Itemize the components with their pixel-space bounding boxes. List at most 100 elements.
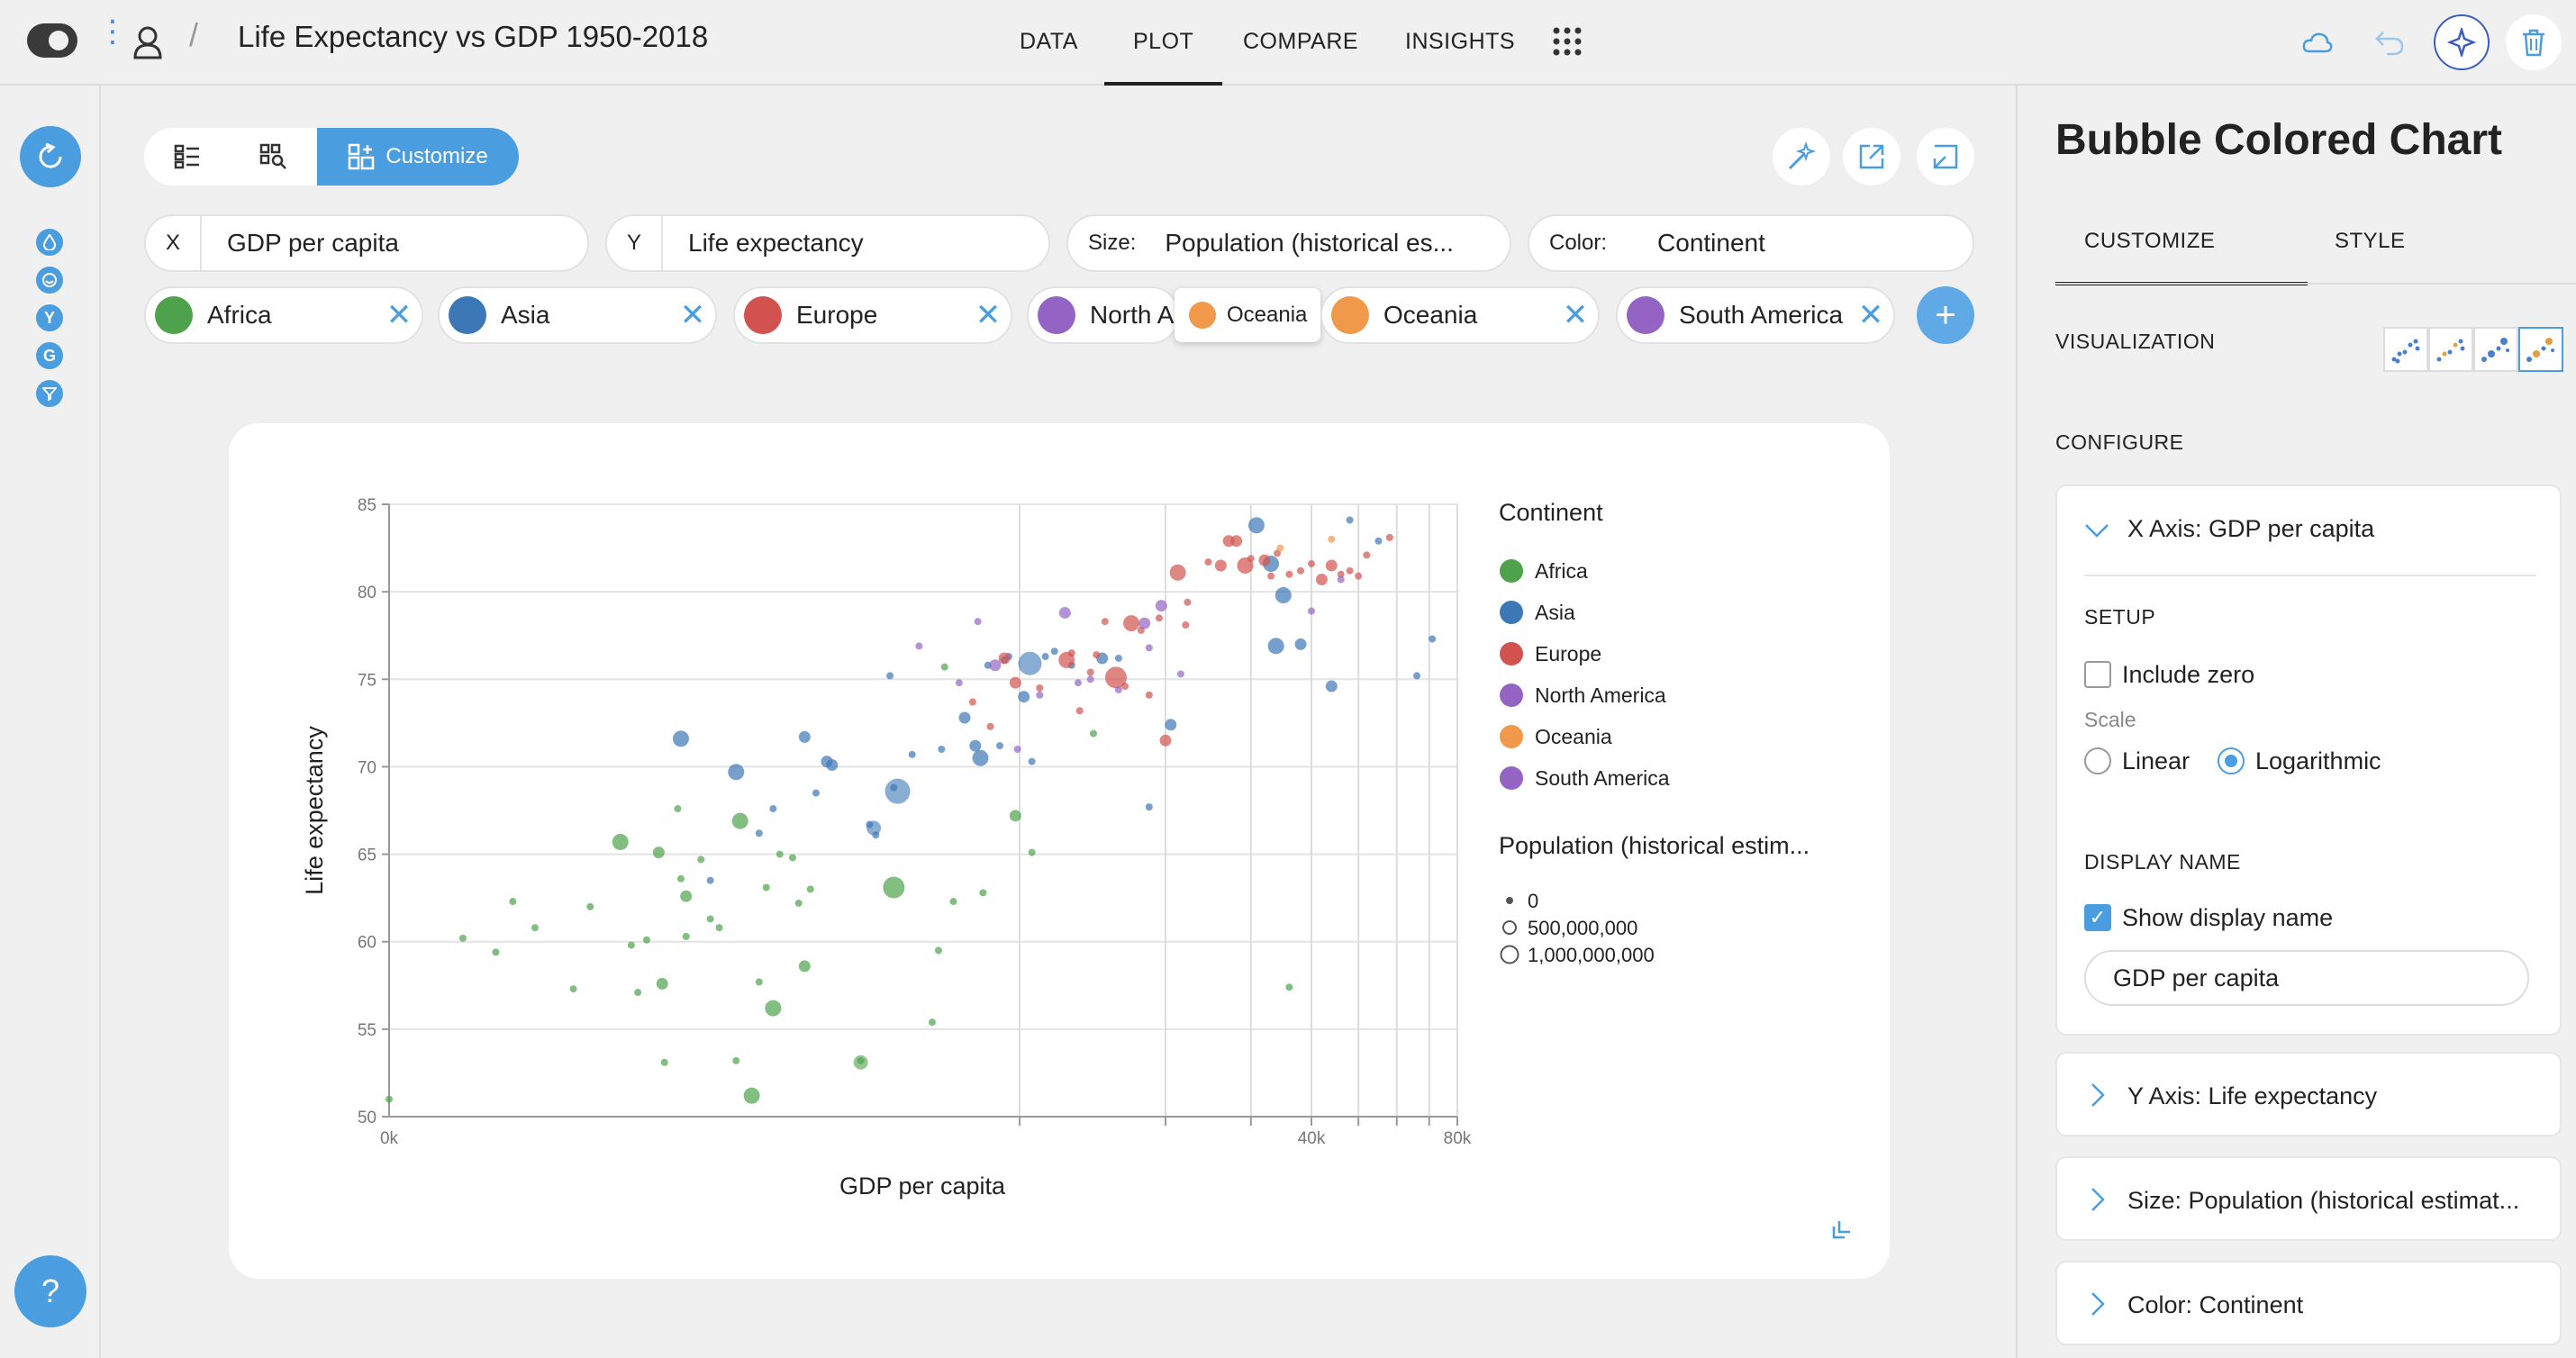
- trash-icon[interactable]: [2506, 14, 2562, 70]
- data-point: [1355, 572, 1363, 580]
- size-encoding-field[interactable]: Size: Population (historical es...: [1066, 214, 1511, 272]
- chart-points: [385, 516, 1437, 1104]
- x-encoding-field[interactable]: X GDP per capita: [144, 214, 589, 272]
- customize-icon: [349, 143, 375, 170]
- dragging-chip-oceania[interactable]: Oceania: [1175, 288, 1320, 342]
- data-point: [949, 898, 957, 906]
- data-point: [1204, 558, 1212, 566]
- bubble-colored-icon: [2526, 338, 2554, 362]
- data-point: [1214, 559, 1227, 572]
- close-icon[interactable]: ✕: [975, 298, 1002, 332]
- legend-size-swatch: [1502, 920, 1517, 935]
- data-point: [1308, 560, 1316, 568]
- display-name-input[interactable]: GDP per capita: [2084, 950, 2529, 1006]
- help-button[interactable]: ?: [14, 1255, 86, 1327]
- user-icon[interactable]: [132, 23, 164, 59]
- y-encoding-field[interactable]: Y Life expectancy: [605, 214, 1050, 272]
- legend-item-label: North America: [1535, 684, 1666, 707]
- more-menu-icon[interactable]: ⋮: [97, 16, 128, 54]
- y-tick-label: 60: [358, 934, 376, 953]
- data-point: [1067, 649, 1075, 657]
- data-point: [928, 1018, 936, 1027]
- legend-swatch: [1500, 725, 1523, 748]
- nav-data[interactable]: DATA: [1020, 29, 1078, 54]
- data-point: [656, 977, 668, 990]
- tab-customize[interactable]: CUSTOMIZE: [2055, 212, 2308, 285]
- data-point: [1050, 647, 1058, 656]
- close-icon[interactable]: ✕: [1562, 298, 1589, 332]
- close-icon[interactable]: ✕: [385, 298, 413, 332]
- data-point: [798, 730, 811, 743]
- apps-grid-icon[interactable]: [1553, 27, 1582, 56]
- filter-icon[interactable]: [36, 380, 63, 407]
- smile-icon[interactable]: [36, 267, 63, 294]
- viz-option-colored-scatter[interactable]: [2428, 327, 2473, 372]
- show-display-name-checkbox[interactable]: ✓: [2084, 904, 2111, 931]
- include-zero-checkbox[interactable]: [2084, 661, 2111, 688]
- viz-option-bubble[interactable]: [2473, 327, 2518, 372]
- export-button[interactable]: [1843, 128, 1900, 186]
- viz-option-bubble-colored[interactable]: [2518, 327, 2563, 372]
- explore-view-button[interactable]: [231, 128, 317, 186]
- chart-axes: 50 55 60 65 70 75 80 85 0k 40k 80k: [358, 496, 1472, 1148]
- grid-view-button[interactable]: [144, 128, 231, 186]
- auto-insight-button[interactable]: [1773, 128, 1830, 186]
- chart-legend: Continent Africa Asia Europe North America Oc…: [1499, 499, 1810, 966]
- rail-y-badge[interactable]: Y: [36, 304, 63, 331]
- x-field-value: GDP per capita: [227, 229, 399, 257]
- size-section[interactable]: Size: Population (historical estimat...: [2055, 1156, 2562, 1241]
- drop-icon[interactable]: [36, 229, 63, 256]
- filter-chip-oceania[interactable]: Oceania ✕: [1320, 286, 1600, 344]
- tab-style[interactable]: STYLE: [2335, 229, 2406, 253]
- cloud-icon[interactable]: [2290, 14, 2345, 70]
- reset-button[interactable]: [20, 126, 81, 187]
- data-point: [1036, 691, 1044, 699]
- magic-wand-icon[interactable]: [2434, 14, 2490, 70]
- legend-size-title: Population (historical estim...: [1499, 832, 1810, 859]
- x-axis-section-title[interactable]: X Axis: GDP per capita: [2127, 515, 2375, 542]
- rail-g-badge[interactable]: G: [36, 342, 63, 369]
- data-point: [1247, 555, 1255, 563]
- app-logo[interactable]: [27, 23, 77, 58]
- panel-title: Bubble Colored Chart: [2055, 116, 2503, 164]
- chevron-down-icon[interactable]: [2084, 515, 2109, 546]
- filter-chip-europe[interactable]: Europe ✕: [733, 286, 1012, 344]
- collapse-panel-button[interactable]: [1917, 128, 1974, 186]
- scale-linear-radio[interactable]: [2084, 747, 2111, 774]
- filter-chip-north-america[interactable]: North A: [1027, 286, 1180, 344]
- data-point: [1297, 566, 1305, 575]
- nav-insights[interactable]: INSIGHTS: [1405, 29, 1516, 54]
- y-axis-section[interactable]: Y Axis: Life expectancy: [2055, 1052, 2562, 1136]
- data-point: [958, 711, 971, 724]
- data-point: [1028, 757, 1036, 765]
- color-field-value: Continent: [1657, 229, 1765, 257]
- scale-log-radio[interactable]: [2218, 747, 2245, 774]
- close-icon[interactable]: ✕: [1857, 298, 1884, 332]
- close-icon[interactable]: ✕: [679, 298, 706, 332]
- data-point: [627, 941, 635, 949]
- filter-chip-asia[interactable]: Asia ✕: [438, 286, 717, 344]
- nav-compare[interactable]: COMPARE: [1243, 29, 1359, 54]
- data-point-large: [1018, 651, 1042, 675]
- resize-handle-icon[interactable]: [1832, 1221, 1850, 1239]
- color-section[interactable]: Color: Continent: [2055, 1261, 2562, 1345]
- add-filter-button[interactable]: +: [1917, 286, 1974, 344]
- show-display-name-label: Show display name: [2122, 904, 2334, 931]
- data-point: [1337, 570, 1345, 578]
- undo-icon[interactable]: [2362, 14, 2417, 70]
- data-point: [706, 915, 714, 923]
- scatter-icon: [2391, 339, 2420, 364]
- sparkle-icon: [1788, 141, 1817, 170]
- data-point: [715, 924, 723, 932]
- tabs-divider: [2055, 283, 2576, 285]
- breadcrumb-separator: /: [189, 16, 199, 53]
- color-field-label: Color:: [1549, 231, 1608, 255]
- color-encoding-field[interactable]: Color: Continent: [1528, 214, 1974, 272]
- legend-swatch: [1500, 559, 1523, 583]
- viz-option-scatter[interactable]: [2383, 327, 2428, 372]
- filter-chip-africa[interactable]: Africa ✕: [144, 286, 423, 344]
- filter-chip-south-america[interactable]: South America ✕: [1616, 286, 1895, 344]
- customize-button[interactable]: Customize: [317, 128, 519, 186]
- nav-plot[interactable]: PLOT: [1104, 0, 1223, 86]
- legend-swatch: [1500, 684, 1523, 707]
